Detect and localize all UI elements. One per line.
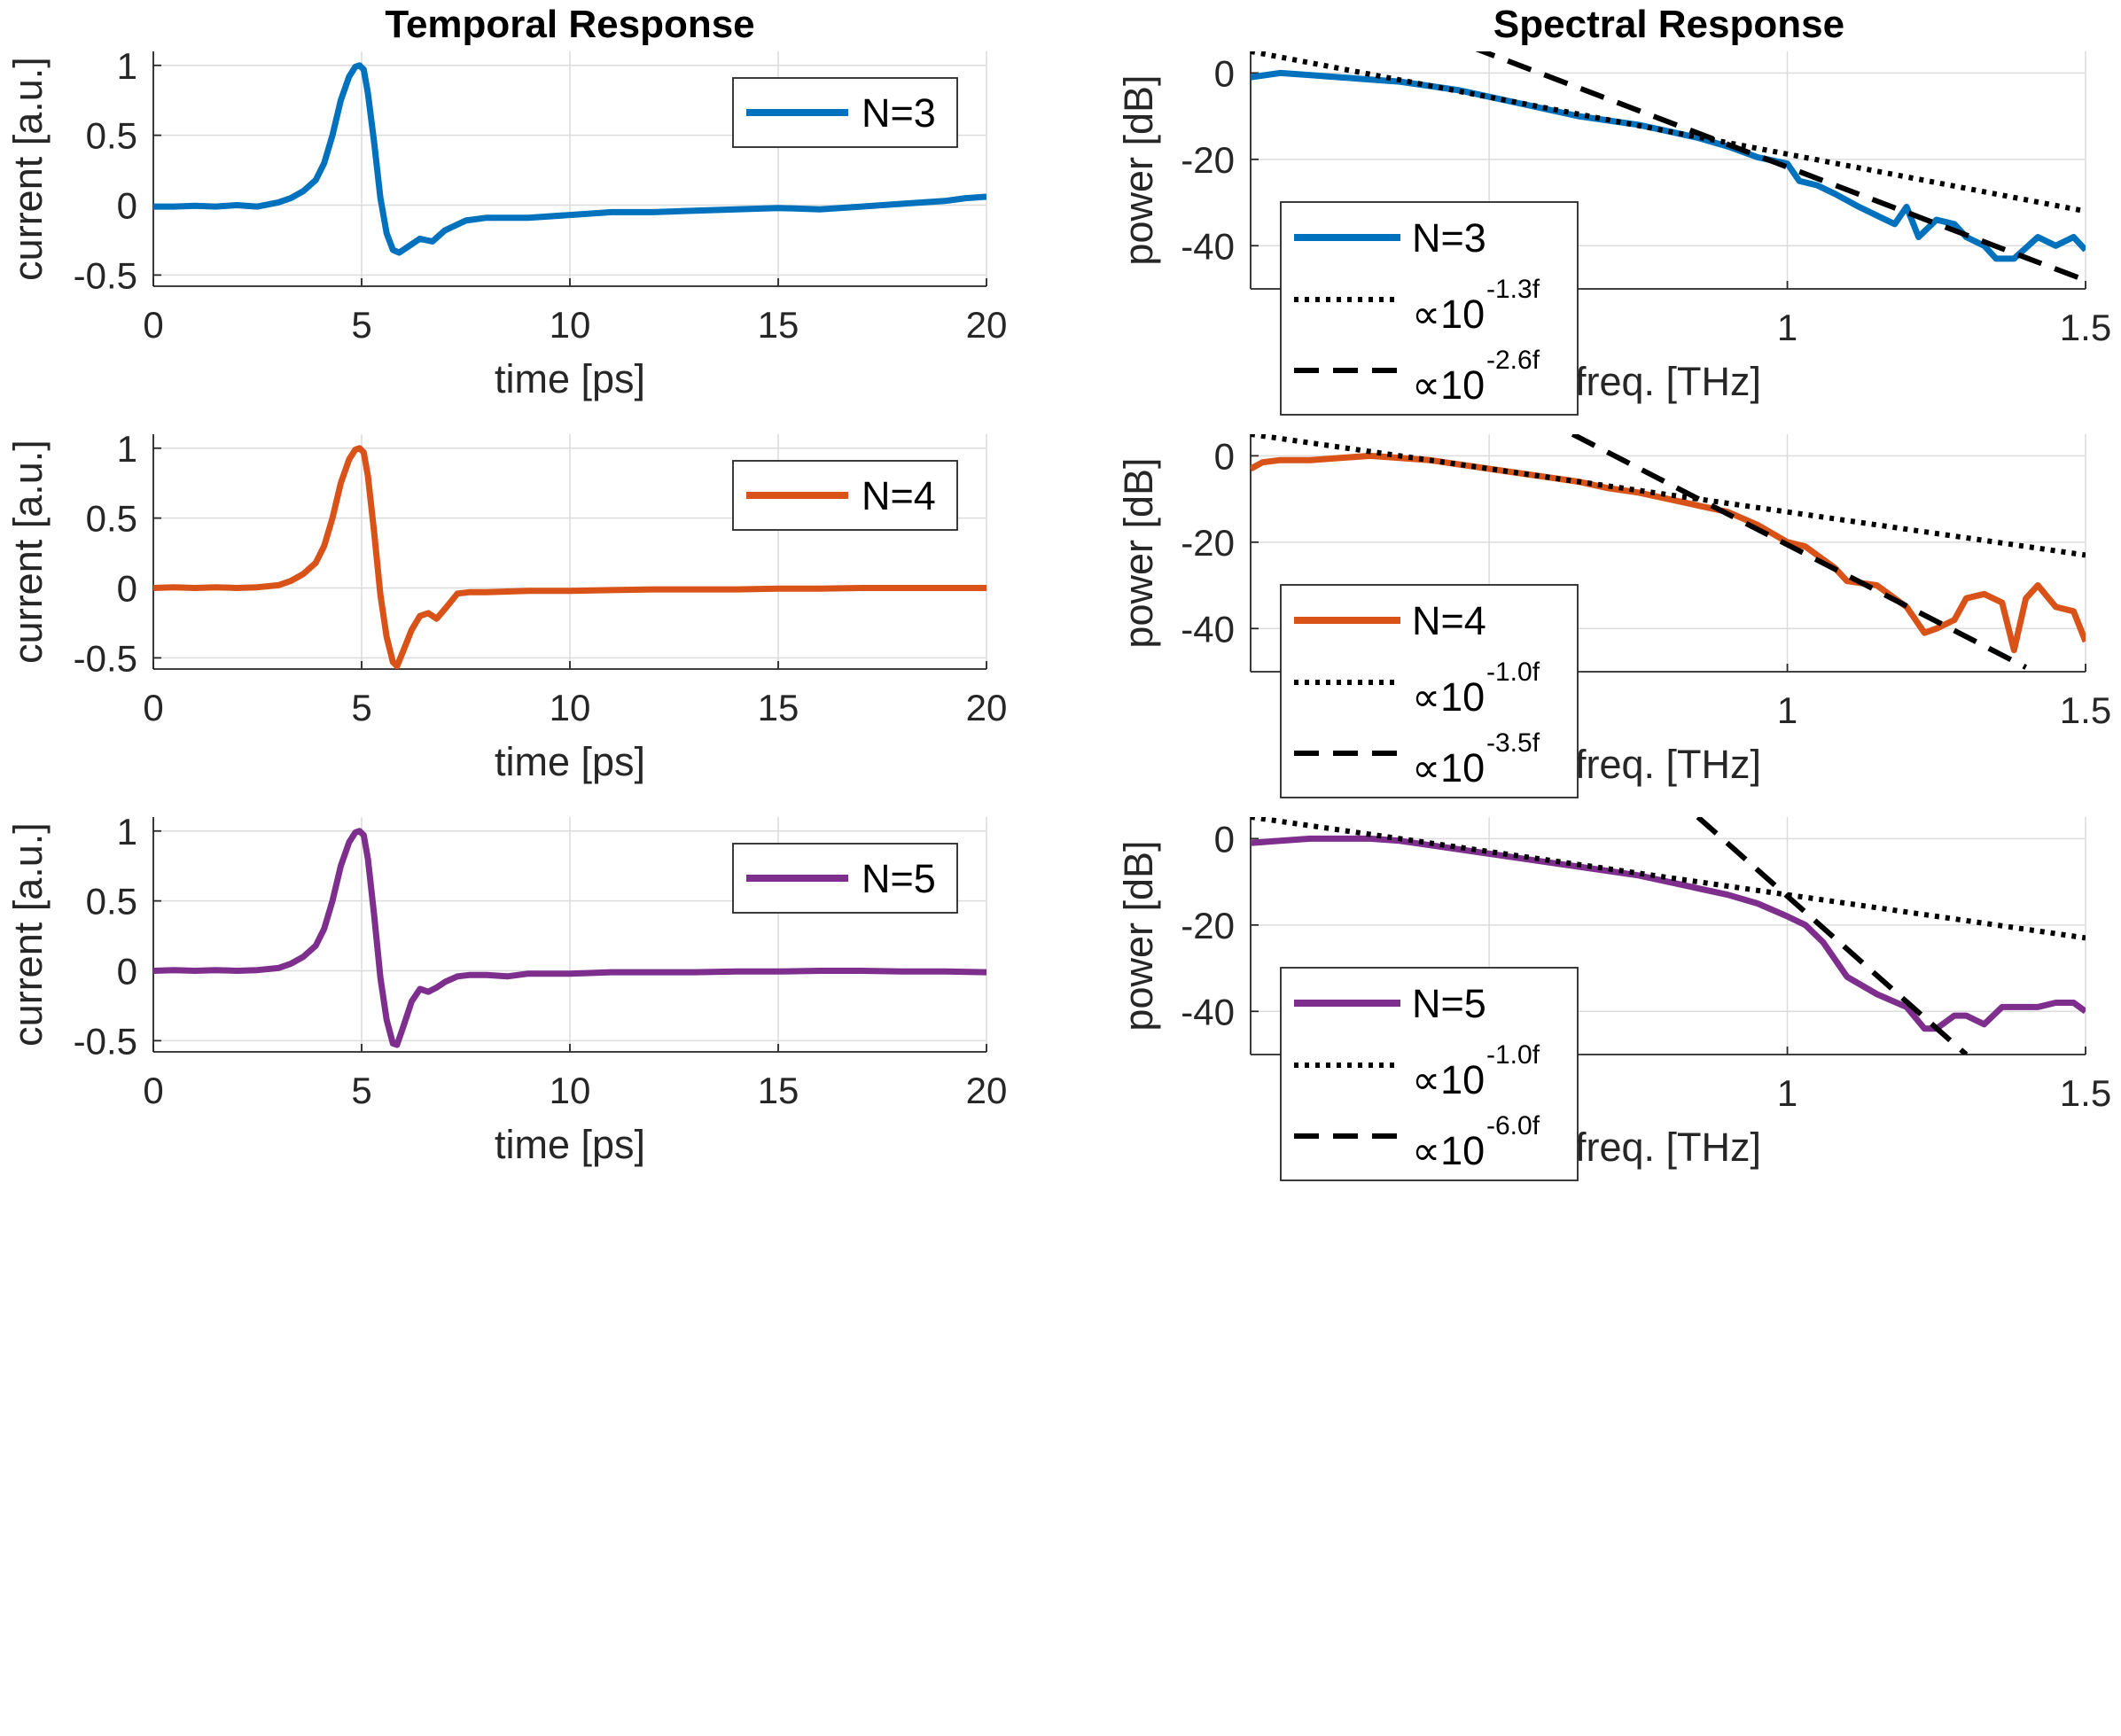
temporal-legend: N=3: [732, 77, 958, 148]
legend-label-dashed: ∝10: [1412, 1128, 1485, 1173]
dotted-fit-line: [1251, 434, 2086, 558]
legend-exponent-dashed: -3.5f: [1486, 728, 1540, 758]
spectral-y-tick-label: -40: [1181, 991, 1235, 1032]
spectral-x-tick-label: 1.5: [2060, 689, 2111, 731]
temporal-x-tick-label: 0: [143, 687, 163, 728]
temporal-y-axis-label: current [a.u.]: [5, 57, 51, 281]
spectral-series-line: [1251, 452, 2086, 654]
temporal-series-line: [153, 62, 986, 256]
legend-label-dotted: ∝10: [1412, 674, 1485, 720]
legend-exponent-dotted: -1.0f: [1486, 1040, 1540, 1070]
spectral-y-tick-label: 0: [1214, 52, 1235, 94]
temporal-x-axis-label: time [ps]: [495, 356, 645, 401]
spectral-x-axis-label: freq. [THz]: [1575, 359, 1761, 404]
spectral-legend: N=4∝10-1.0f∝10-3.5f: [1280, 584, 1579, 798]
temporal-y-tick-label: 1: [117, 811, 137, 852]
temporal-y-axis-label: current [a.u.]: [5, 440, 51, 664]
spectral-y-tick-label: -20: [1181, 522, 1235, 564]
temporal-x-axis-label: time [ps]: [495, 1122, 645, 1167]
spectral-y-tick-label: -20: [1181, 905, 1235, 946]
temporal-y-tick-label: 0.5: [86, 498, 137, 540]
legend-exponent-dashed: -2.6f: [1486, 346, 1540, 375]
legend-label-series: N=3: [1412, 215, 1486, 261]
spectral-y-tick-label: -20: [1181, 139, 1235, 181]
dotted-fit-line: [1251, 51, 2086, 214]
temporal-y-tick-label: 1: [117, 428, 137, 470]
legend-label-dotted: ∝10: [1412, 1057, 1485, 1102]
legend-exponent-dashed: -6.0f: [1486, 1111, 1540, 1140]
legend-label: N=3: [862, 90, 936, 136]
spectral-x-axis-label: freq. [THz]: [1575, 742, 1761, 787]
temporal-y-tick-label: 0: [117, 185, 137, 227]
spectral-series-line: [1251, 835, 2086, 1032]
spectral-x-tick-label: 1.5: [2060, 307, 2111, 348]
temporal-x-tick-label: 20: [966, 687, 1008, 728]
dashed-fit-line: [1696, 817, 1969, 1055]
temporal-x-tick-label: 5: [351, 687, 371, 728]
temporal-y-axis-label: current [a.u.]: [5, 822, 51, 1047]
spectral-y-tick-label: -40: [1181, 608, 1235, 650]
temporal-y-tick-label: 0.5: [86, 115, 137, 157]
temporal-x-tick-label: 10: [550, 687, 591, 728]
temporal-x-tick-label: 0: [143, 304, 163, 346]
spectral-legend: N=5∝10-1.0f∝10-6.0f: [1280, 967, 1579, 1181]
spectral-y-axis-label: power [dB]: [1116, 74, 1161, 265]
legend-label-dotted: ∝10: [1412, 292, 1485, 337]
temporal-y-tick-label: 1: [117, 45, 137, 87]
legend-exponent-dotted: -1.3f: [1486, 275, 1540, 304]
temporal-series-line: [153, 828, 986, 1048]
temporal-y-tick-label: 0: [117, 951, 137, 993]
temporal-x-tick-label: 15: [758, 1070, 799, 1111]
dotted-fit-line: [1251, 817, 2086, 941]
spectral-legend: N=3∝10-1.3f∝10-2.6f: [1280, 201, 1579, 416]
spectral-y-axis-label: power [dB]: [1116, 840, 1161, 1031]
legend-exponent-dotted: -1.0f: [1486, 658, 1540, 687]
spectral-x-tick-label: 1: [1777, 1072, 1797, 1114]
spectral-x-tick-label: 1: [1777, 307, 1797, 348]
title-temporal: Temporal Response: [385, 3, 754, 46]
temporal-x-tick-label: 20: [966, 1070, 1008, 1111]
temporal-x-tick-label: 15: [758, 687, 799, 728]
spectral-y-axis-label: power [dB]: [1116, 457, 1161, 648]
legend-label-series: N=5: [1412, 981, 1486, 1026]
dashed-fit-line: [1571, 434, 2028, 670]
temporal-y-tick-label: 0: [117, 568, 137, 610]
spectral-y-tick-label: 0: [1214, 818, 1235, 860]
spectral-y-tick-label: 0: [1214, 435, 1235, 477]
temporal-legend: N=4: [732, 460, 958, 531]
temporal-legend: N=5: [732, 843, 958, 914]
legend-label-series: N=4: [1412, 598, 1486, 643]
temporal-x-tick-label: 10: [550, 304, 591, 346]
spectral-y-tick-label: -40: [1181, 225, 1235, 267]
title-spectral: Spectral Response: [1493, 3, 1844, 46]
temporal-y-tick-label: -0.5: [74, 637, 137, 679]
temporal-x-tick-label: 0: [143, 1070, 163, 1111]
temporal-y-tick-label: -0.5: [74, 1020, 137, 1062]
temporal-x-axis-label: time [ps]: [495, 739, 645, 784]
legend-label-dashed: ∝10: [1412, 362, 1485, 408]
legend-label-dashed: ∝10: [1412, 745, 1485, 790]
spectral-x-tick-label: 1: [1777, 689, 1797, 731]
spectral-x-tick-label: 1.5: [2060, 1072, 2111, 1114]
temporal-x-tick-label: 5: [351, 304, 371, 346]
temporal-x-tick-label: 15: [758, 304, 799, 346]
dashed-fit-line: [1475, 51, 2086, 284]
temporal-x-tick-label: 10: [550, 1070, 591, 1111]
spectral-x-axis-label: freq. [THz]: [1575, 1125, 1761, 1170]
legend-label: N=4: [862, 473, 936, 518]
temporal-x-tick-label: 5: [351, 1070, 371, 1111]
temporal-y-tick-label: -0.5: [74, 254, 137, 296]
temporal-series-line: [153, 445, 986, 669]
temporal-x-tick-label: 20: [966, 304, 1008, 346]
legend-label: N=5: [862, 856, 936, 901]
temporal-y-tick-label: 0.5: [86, 881, 137, 922]
